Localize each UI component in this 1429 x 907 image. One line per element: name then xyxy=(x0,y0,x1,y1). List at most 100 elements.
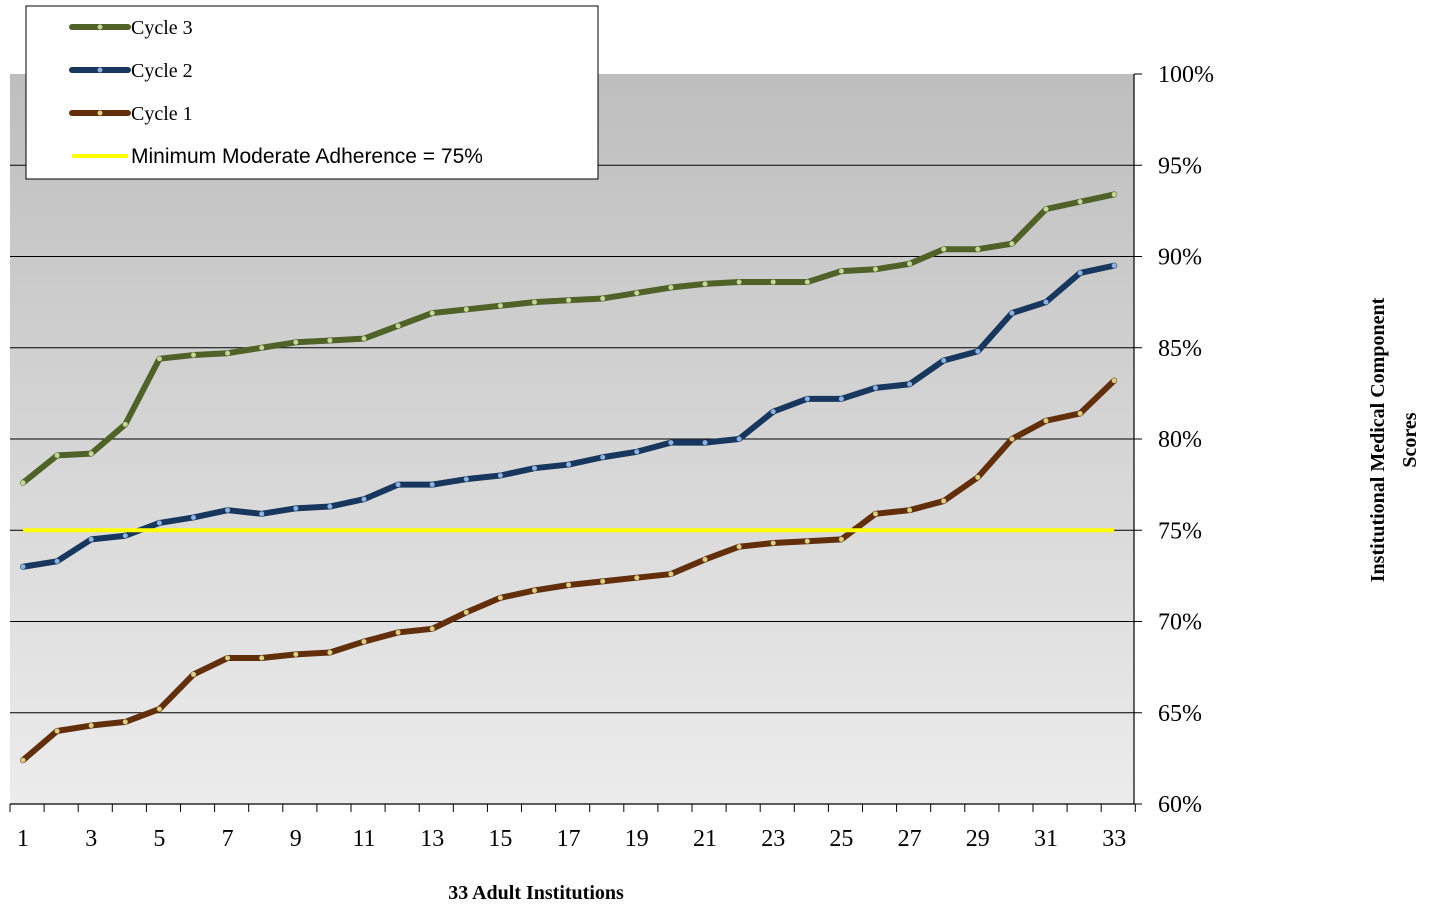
data-point xyxy=(225,350,231,356)
y-axis-title: Institutional Medical Component Scores xyxy=(1367,297,1421,582)
data-point xyxy=(225,507,231,513)
data-point xyxy=(668,285,674,291)
legend-box xyxy=(25,5,599,180)
data-point xyxy=(429,482,435,488)
data-point xyxy=(497,595,503,601)
x-tick-label: 3 xyxy=(85,826,97,852)
data-point xyxy=(532,465,537,471)
y-tick-label: 70% xyxy=(1158,610,1202,636)
data-point xyxy=(1009,310,1015,316)
data-point xyxy=(1077,270,1083,276)
data-point xyxy=(88,451,94,457)
data-point xyxy=(873,266,878,272)
x-tick-label: 31 xyxy=(1034,826,1058,852)
data-point xyxy=(804,396,810,402)
axes xyxy=(9,73,1142,812)
data-point xyxy=(1077,199,1083,205)
y-tick-label: 65% xyxy=(1158,701,1202,727)
data-point xyxy=(566,462,572,468)
data-point xyxy=(293,651,299,657)
series-cycle-2 xyxy=(20,262,1118,570)
data-point xyxy=(804,538,810,544)
data-point xyxy=(395,482,401,488)
data-point xyxy=(88,723,94,729)
data-point xyxy=(429,626,435,632)
data-point xyxy=(1009,241,1015,247)
data-point xyxy=(975,348,981,354)
data-point xyxy=(395,323,401,329)
data-point xyxy=(327,650,333,656)
data-point xyxy=(191,352,196,358)
data-point xyxy=(634,449,640,455)
y-tick-label: 80% xyxy=(1158,427,1202,453)
data-point xyxy=(941,358,947,364)
data-point xyxy=(156,520,162,526)
data-point xyxy=(532,299,537,305)
data-point xyxy=(941,498,947,504)
x-tick-label: 27 xyxy=(898,826,922,852)
data-point xyxy=(463,306,469,312)
data-point xyxy=(156,706,162,712)
data-point xyxy=(122,533,128,539)
data-point xyxy=(838,268,844,274)
data-point xyxy=(20,564,26,570)
x-tick-label: 23 xyxy=(761,826,785,852)
x-tick-label: 29 xyxy=(966,826,990,852)
data-point xyxy=(907,381,913,387)
x-tick-label: 11 xyxy=(352,826,375,852)
data-point xyxy=(54,452,60,458)
x-tick-label: 9 xyxy=(290,826,302,852)
data-point xyxy=(259,345,265,351)
data-point xyxy=(770,279,776,285)
legend-label-reference: Minimum Moderate Adherence = 75% xyxy=(131,145,483,168)
series-cycle-3 xyxy=(20,191,1118,486)
data-point xyxy=(736,279,742,285)
series-cycle-1 xyxy=(20,377,1118,764)
data-point xyxy=(327,337,333,343)
data-point xyxy=(191,514,196,520)
x-tick-labels: 1 3 5 7 9 11 13 15 17 19 21 23 25 27 29 31 33 xyxy=(17,826,1126,852)
data-point xyxy=(497,303,503,309)
x-tick-label: 7 xyxy=(222,826,234,852)
x-tick-label: 17 xyxy=(557,826,581,852)
data-point xyxy=(293,505,299,511)
data-point xyxy=(463,476,469,482)
data-point xyxy=(1077,410,1083,416)
y-tick-labels: 60% 65% 70% 75% 80% 85% 90% 95% 100% xyxy=(1158,62,1214,818)
data-point xyxy=(122,719,128,725)
data-point xyxy=(1111,263,1117,269)
data-point xyxy=(497,473,503,478)
data-point xyxy=(975,246,981,252)
data-point xyxy=(873,511,878,517)
data-point xyxy=(634,290,640,296)
data-point xyxy=(1043,418,1049,424)
y-tick-label: 95% xyxy=(1158,153,1202,179)
x-tick-label: 25 xyxy=(829,826,853,852)
data-point xyxy=(88,536,94,542)
data-point xyxy=(668,571,674,577)
data-point xyxy=(600,295,606,301)
data-point xyxy=(873,385,878,391)
data-point xyxy=(770,409,776,415)
data-point xyxy=(566,582,572,588)
data-point xyxy=(191,671,196,677)
data-point xyxy=(804,279,810,285)
x-tick-label: 13 xyxy=(420,826,444,852)
data-point xyxy=(361,336,367,342)
data-point xyxy=(54,558,60,564)
data-point xyxy=(532,587,537,593)
x-tick-label: 21 xyxy=(693,826,717,852)
series-lines xyxy=(20,191,1118,764)
legend: Cycle 3 Cycle 2 Cycle 1 Minimum Moderate… xyxy=(25,5,599,180)
data-point xyxy=(600,454,606,460)
x-tick-label: 5 xyxy=(153,826,165,852)
data-point xyxy=(838,536,844,542)
data-point xyxy=(20,757,26,763)
legend-marker-cycle-1 xyxy=(97,110,103,116)
legend-marker-cycle-3 xyxy=(97,24,103,30)
data-point xyxy=(122,421,128,427)
legend-label-cycle-2: Cycle 2 xyxy=(131,60,193,82)
data-point xyxy=(463,609,469,615)
y-axis-title-line-1: Institutional Medical Component xyxy=(1367,297,1389,582)
